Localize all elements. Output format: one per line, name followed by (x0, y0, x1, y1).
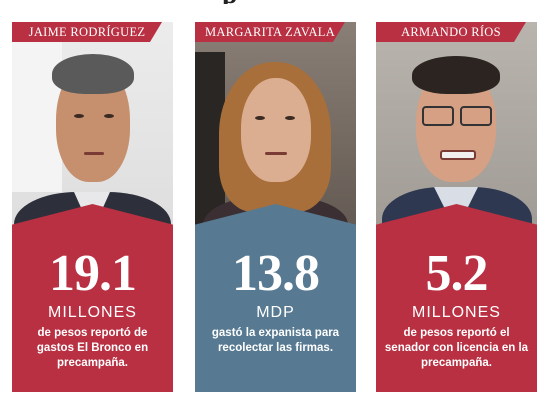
stat-panel (12, 204, 173, 392)
candidate-name: JAIME RODRÍGUEZ (12, 22, 162, 42)
spending-description: de pesos reportó el senador con licencia… (384, 327, 529, 369)
stat-panel (376, 204, 537, 392)
candidate-name: MARGARITA ZAVALA (195, 22, 345, 42)
spending-figure: 13.8 (232, 245, 320, 302)
spending-figure: 5.2 (425, 245, 489, 302)
candidate-card-rodriguez: JAIME RODRÍGUEZ 19.1 MILLONES de pesos r… (12, 22, 173, 392)
spending-unit: MILLONES (412, 304, 501, 321)
glasses-icon (422, 106, 454, 126)
candidate-photo (12, 22, 173, 257)
spending-description: de pesos reportó de gastos El Bronco en … (36, 327, 149, 369)
candidate-card-zavala: MARGARITA ZAVALA 13.8 MDP gastó la expan… (195, 22, 356, 392)
face (241, 78, 311, 182)
spending-unit: MDP (256, 304, 295, 321)
stat-panel (195, 204, 356, 392)
spending-figure: 19.1 (49, 245, 137, 302)
spending-description: gastó la expanista para recolectar las f… (211, 327, 340, 354)
candidate-card-rios: ARMANDO RÍOS 5.2 MILLONES de pesos repor… (376, 22, 537, 392)
headline-fragment: p (222, 0, 256, 4)
candidate-name: ARMANDO RÍOS (376, 22, 526, 42)
spending-unit: MILLONES (48, 304, 137, 321)
